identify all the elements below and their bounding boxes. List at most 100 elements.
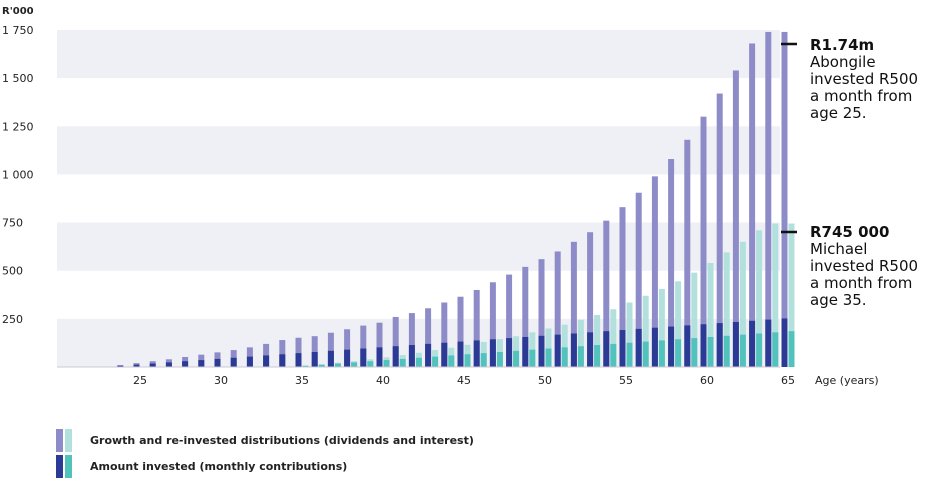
bar-abongile-invested (684, 325, 691, 367)
grid-band (57, 30, 780, 79)
bar-abongile-growth (473, 289, 480, 367)
y-tick-label: 750 (2, 217, 23, 230)
y-unit-label: R'000 (2, 6, 34, 17)
bar-abongile-invested (506, 338, 513, 367)
bar-abongile-invested (554, 334, 561, 367)
legend-item-growth: Growth and re-invested distributions (di… (56, 429, 474, 452)
bar-abongile-invested (376, 347, 383, 367)
x-tick-label: 50 (538, 374, 552, 387)
bar-abongile-invested (311, 351, 318, 367)
bar-abongile-invested (441, 342, 448, 367)
bar-michael-invested (432, 356, 439, 367)
bar-michael-invested (610, 343, 617, 367)
bar-michael-growth (626, 302, 633, 367)
y-tick-label: 1 250 (2, 120, 34, 133)
bar-michael-invested (448, 355, 455, 367)
bar-abongile-growth (635, 192, 642, 367)
bar-michael-invested (367, 361, 374, 367)
bar-abongile-growth (441, 302, 448, 367)
x-tick-label: 45 (457, 374, 471, 387)
bar-abongile-growth (603, 220, 610, 367)
bar-abongile-growth (538, 259, 545, 367)
y-tick-label: 250 (2, 313, 23, 326)
bar-abongile-invested (781, 318, 788, 367)
bar-abongile-growth (684, 139, 691, 367)
bar-michael-invested (723, 335, 730, 367)
bar-michael-invested (545, 348, 552, 367)
bar-abongile-growth (619, 207, 626, 367)
annotation-michael: R745 000 Michael invested R500 a month f… (810, 224, 950, 309)
bar-michael-growth (739, 241, 746, 367)
bar-abongile-invested (603, 331, 610, 367)
bar-abongile-invested (732, 321, 739, 367)
bar-abongile-invested (360, 348, 367, 367)
bar-abongile-growth (376, 322, 383, 367)
bar-abongile-invested (392, 346, 399, 367)
bar-abongile-invested (117, 365, 124, 367)
bar-michael-invested (707, 336, 714, 367)
bar-abongile-invested (570, 333, 577, 367)
bar-abongile-invested (700, 324, 707, 367)
bar-abongile-invested (133, 364, 140, 367)
bar-abongile-growth (765, 31, 772, 367)
bar-abongile-invested (344, 349, 351, 367)
bar-abongile-invested (587, 332, 594, 367)
bar-michael-invested (334, 363, 341, 367)
bar-abongile-growth (489, 282, 496, 367)
bar-abongile-growth (311, 336, 318, 367)
bar-michael-invested (561, 347, 568, 367)
bar-abongile-invested (198, 360, 205, 367)
bar-abongile-invested (716, 323, 723, 367)
bar-abongile-growth (279, 340, 286, 367)
bar-michael-growth (658, 289, 665, 367)
bar-abongile-growth (570, 241, 577, 367)
bar-michael-invested (772, 332, 779, 367)
bar-abongile-invested (651, 327, 658, 367)
bar-michael-growth (772, 223, 779, 367)
bar-michael-growth (561, 324, 568, 367)
bar-abongile-invested (522, 336, 529, 367)
annotation-text: Abongile invested R500 a month from age … (810, 53, 919, 122)
bar-michael-invested (739, 334, 746, 367)
bar-michael-invested (351, 362, 358, 367)
x-tick-label: 30 (214, 374, 228, 387)
bar-abongile-growth (408, 313, 415, 367)
bar-abongile-invested (182, 361, 189, 367)
legend-label: Amount invested (monthly contributions) (90, 460, 348, 473)
bar-abongile-invested (749, 320, 756, 367)
bar-michael-invested (318, 364, 325, 367)
bar-abongile-invested (668, 326, 675, 367)
bar-michael-growth (577, 319, 584, 367)
bar-abongile-growth (668, 159, 675, 367)
bar-abongile-invested (765, 319, 772, 367)
bar-abongile-growth (554, 251, 561, 367)
y-axis-ticks: 250 500 750 1 000 1 250 1 500 1 750 (2, 24, 34, 326)
bar-michael-growth (756, 230, 763, 367)
bar-abongile-growth (344, 329, 351, 367)
bar-abongile-invested (489, 339, 496, 367)
bar-abongile-invested (538, 335, 545, 367)
bar-abongile-growth (457, 296, 464, 367)
bar-abongile-growth (506, 274, 513, 367)
bar-abongile-growth (522, 266, 529, 367)
bar-abongile-invested (230, 357, 237, 367)
bar-abongile-invested (473, 340, 480, 367)
bar-abongile-growth (360, 325, 367, 367)
bar-michael-invested (675, 339, 682, 367)
y-tick-label: 500 (2, 265, 23, 278)
bar-michael-invested (383, 360, 390, 367)
bar-michael-invested (691, 338, 698, 367)
y-tick-label: 1 000 (2, 168, 34, 181)
bar-abongile-invested (408, 345, 415, 367)
bar-abongile-growth (425, 308, 432, 367)
bar-abongile-invested (279, 354, 286, 367)
x-axis-label: Age (years) (815, 374, 879, 387)
bar-michael-invested (480, 353, 487, 367)
bar-michael-invested (756, 333, 763, 367)
bar-abongile-invested (214, 358, 221, 367)
annotation-amount: R745 000 (810, 223, 890, 241)
bar-michael-invested (513, 350, 520, 367)
bar-abongile-growth (716, 93, 723, 367)
x-tick-label: 25 (133, 374, 147, 387)
